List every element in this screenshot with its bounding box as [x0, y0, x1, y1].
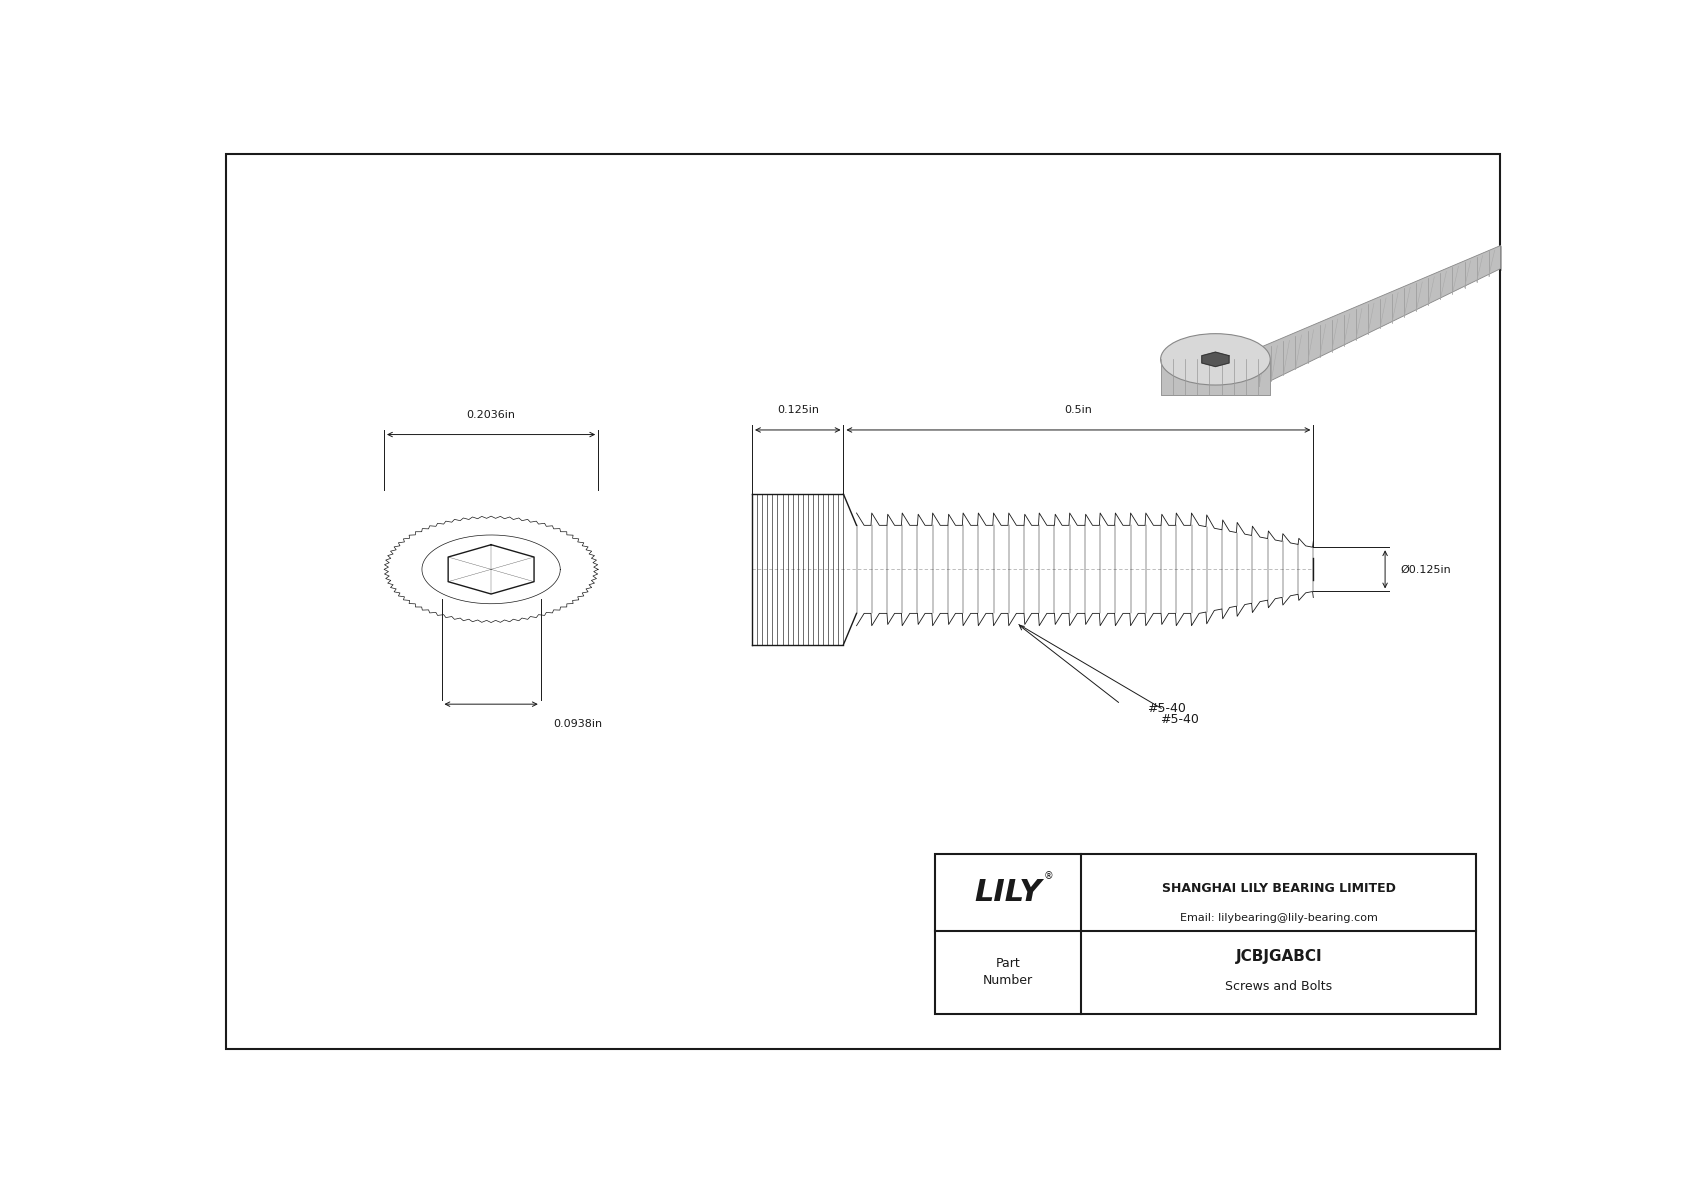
Text: ®: ®	[1044, 871, 1054, 881]
Text: SHANGHAI LILY BEARING LIMITED: SHANGHAI LILY BEARING LIMITED	[1162, 883, 1396, 896]
Text: Email: lilybearing@lily-bearing.com: Email: lilybearing@lily-bearing.com	[1180, 912, 1378, 923]
Text: Screws and Bolts: Screws and Bolts	[1226, 980, 1332, 993]
Text: Part
Number: Part Number	[983, 958, 1032, 987]
Ellipse shape	[1160, 333, 1270, 385]
Polygon shape	[1202, 353, 1229, 367]
Text: #5-40: #5-40	[1147, 703, 1186, 716]
Text: LILY: LILY	[975, 878, 1042, 906]
Text: 0.5in: 0.5in	[1064, 405, 1093, 416]
Text: 0.2036in: 0.2036in	[466, 410, 515, 420]
Text: Ø0.125in: Ø0.125in	[1401, 565, 1452, 574]
Bar	[935, 854, 1477, 1015]
Polygon shape	[1260, 245, 1500, 386]
Polygon shape	[1160, 360, 1270, 395]
Text: 0.0938in: 0.0938in	[554, 719, 603, 729]
Text: #5-40: #5-40	[1019, 624, 1199, 725]
Text: 0.125in: 0.125in	[776, 405, 818, 416]
Text: JCBJGABCI: JCBJGABCI	[1236, 949, 1322, 964]
